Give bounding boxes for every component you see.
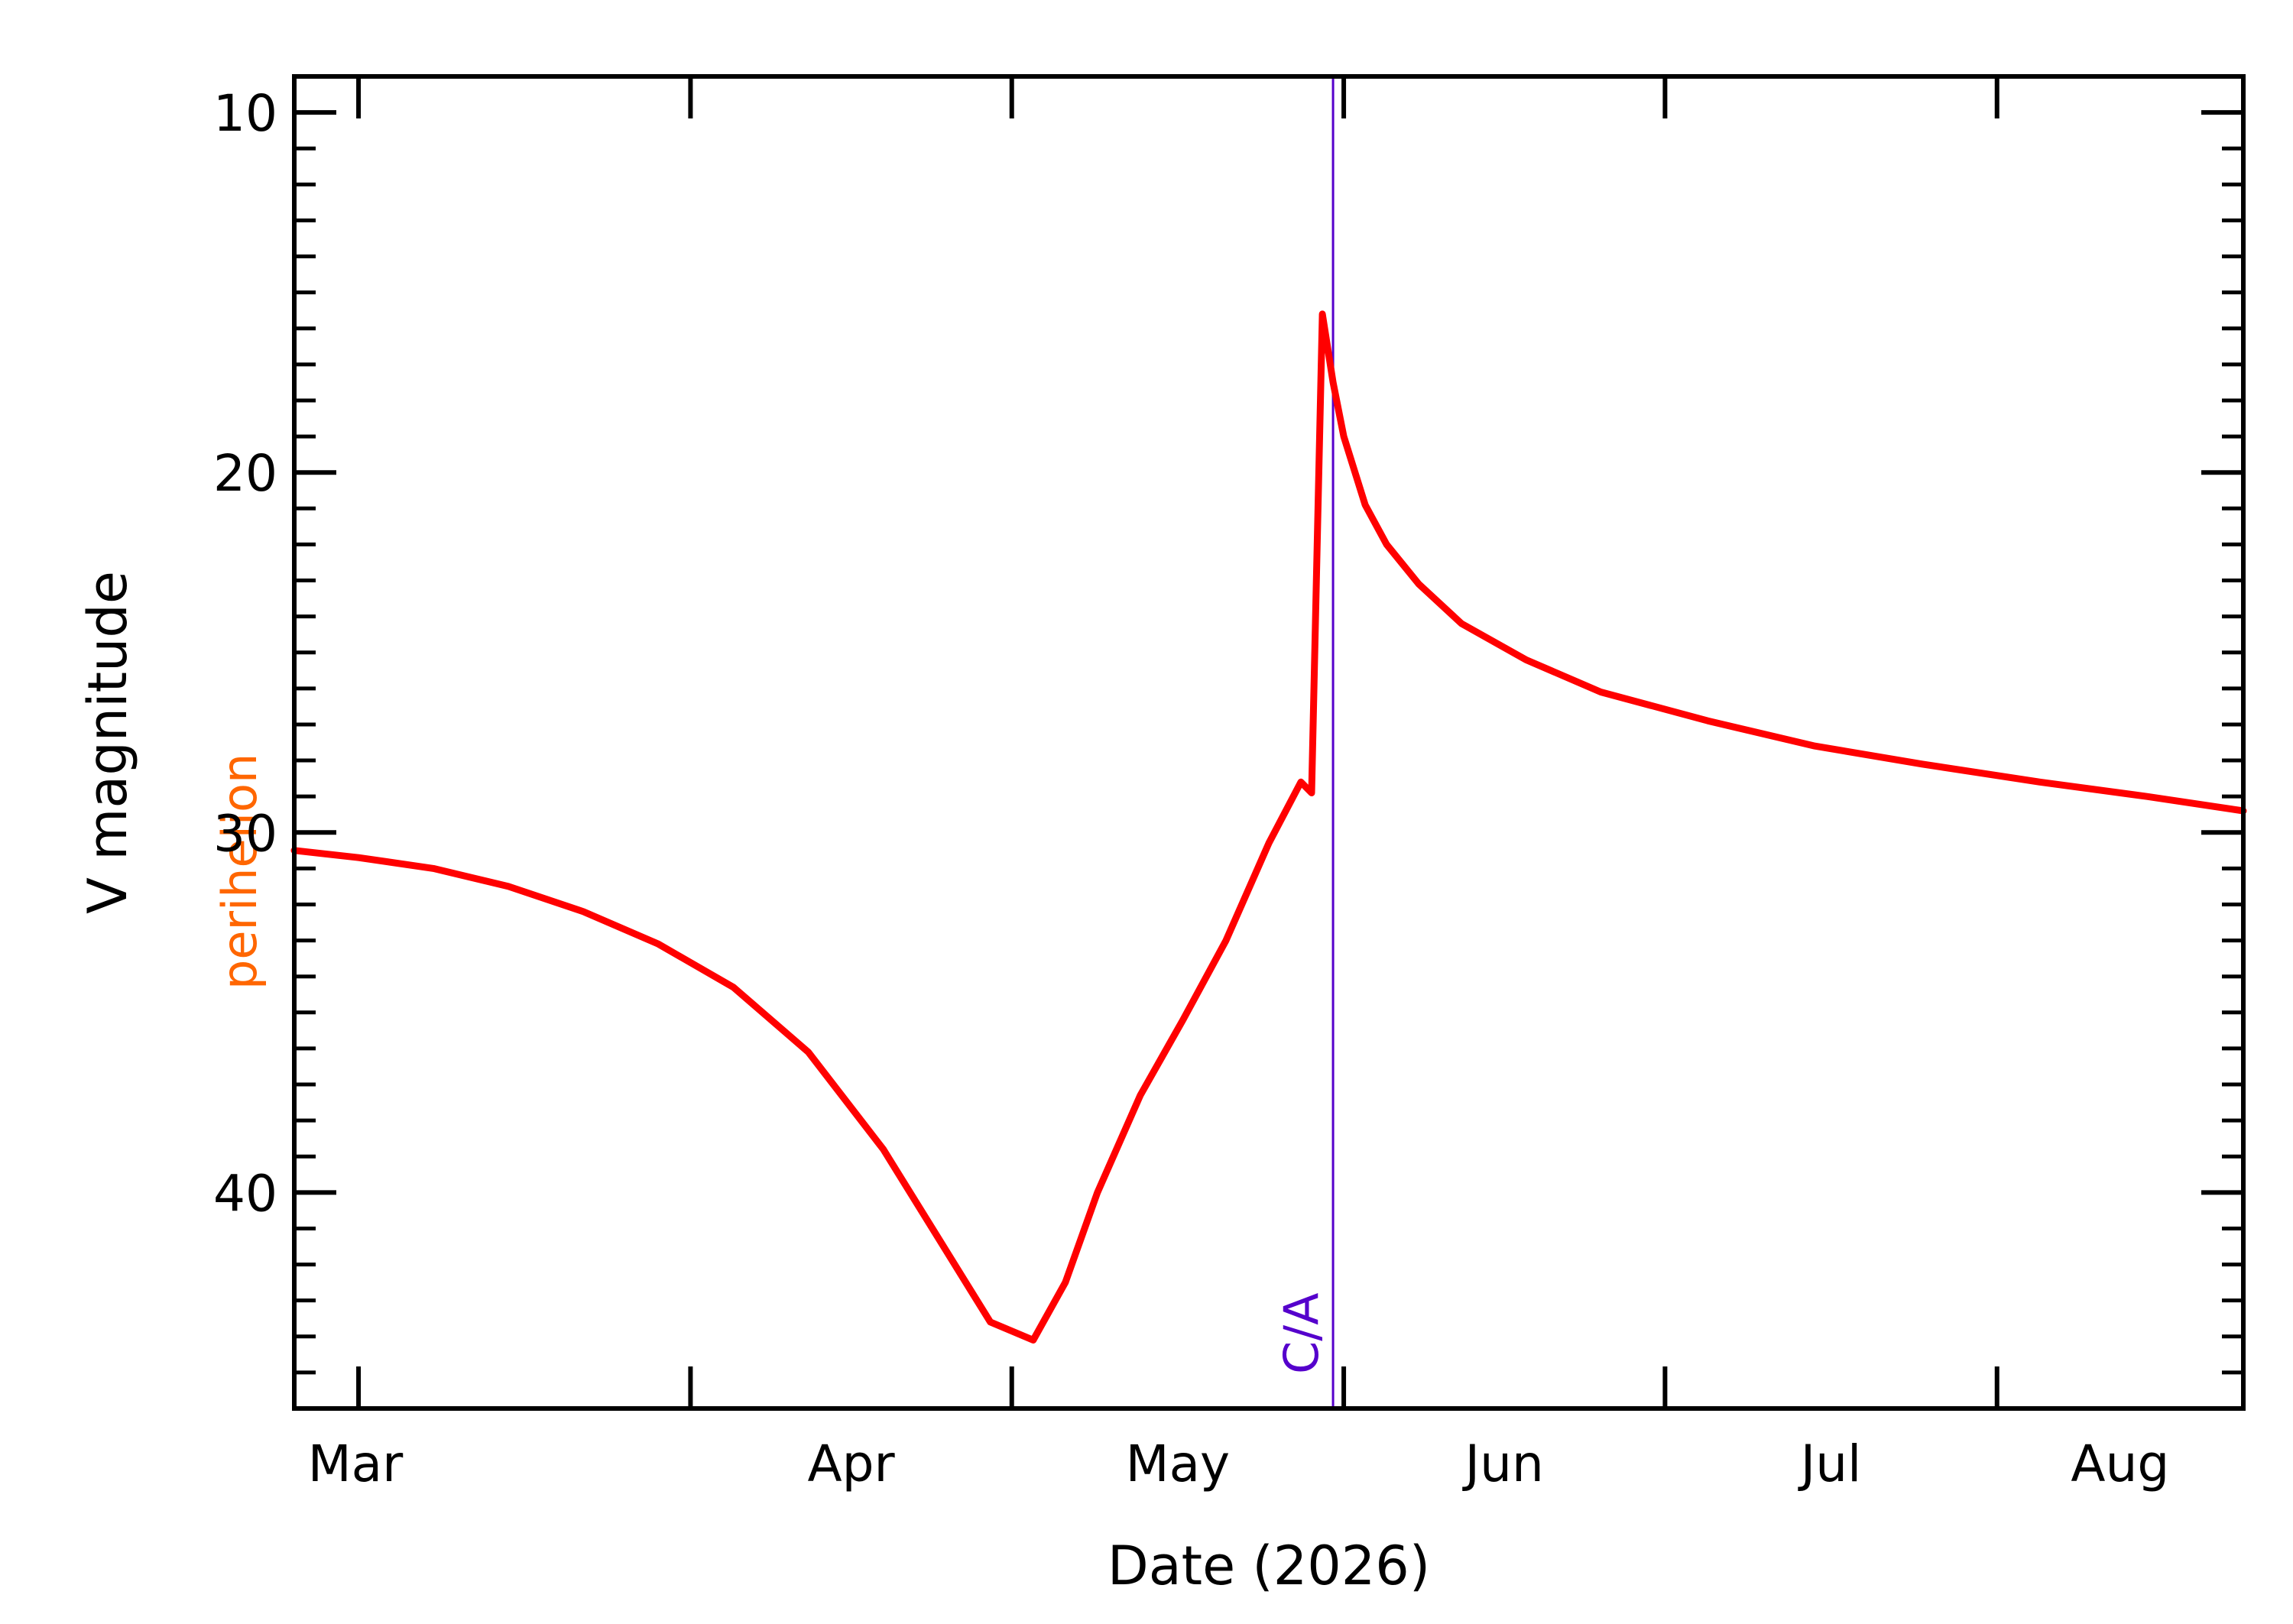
x-tick-label: Jul	[1798, 1434, 1862, 1493]
x-tick-label: Aug	[2071, 1434, 2169, 1493]
plot-frame	[292, 74, 2246, 1411]
marker-label-c-a: C/A	[1273, 1292, 1329, 1374]
y-axis-title: V magnitude	[76, 571, 139, 914]
event-markers: perihelion C/A	[212, 76, 1335, 1408]
marker-label-perihelion: perihelion	[212, 754, 268, 990]
x-axis-title: Date (2026)	[1108, 1535, 1430, 1597]
series-line-magnitude	[290, 310, 2247, 1344]
axis-ticks	[294, 74, 2243, 1411]
tick-labels: 10 20 30 40 Mar Apr May Jun Jul Aug	[213, 84, 2169, 1493]
x-tick-label: Apr	[807, 1434, 895, 1493]
y-tick-label: 20	[213, 444, 277, 503]
x-tick-label: Jun	[1462, 1434, 1544, 1493]
y-tick-label: 30	[213, 804, 277, 863]
x-tick-label: May	[1126, 1434, 1230, 1493]
y-tick-label: 40	[213, 1164, 277, 1223]
y-tick-label: 10	[213, 84, 277, 143]
x-tick-label: Mar	[308, 1434, 404, 1493]
